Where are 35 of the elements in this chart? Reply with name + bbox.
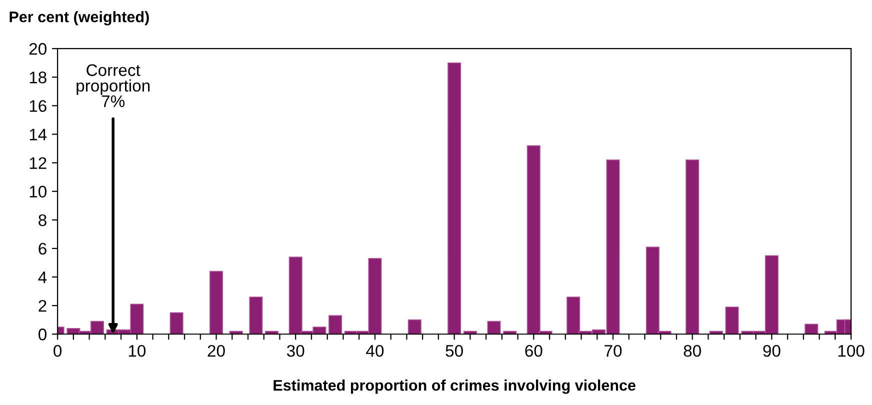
bar <box>209 270 224 334</box>
y-tick-label: 12 <box>30 157 46 169</box>
bar <box>249 296 263 334</box>
bar <box>487 320 501 334</box>
x-tick-label: 80 <box>684 344 701 357</box>
x-tick-label: 0 <box>54 344 62 357</box>
bar <box>804 324 818 334</box>
bar <box>328 315 342 334</box>
bar <box>408 319 422 334</box>
y-axis-title: Per cent (weighted) <box>10 11 149 26</box>
annotation: Correct proportion 7% <box>76 64 150 108</box>
x-tick-label: 60 <box>525 344 542 357</box>
x-tick-label: 90 <box>763 344 780 357</box>
x-tick-label: 20 <box>208 344 225 357</box>
x-tick-label: 40 <box>366 344 384 357</box>
bar <box>448 62 462 334</box>
y-tick-label: 20 <box>29 43 46 55</box>
bar <box>686 160 700 334</box>
y-tick-label: 18 <box>30 72 46 84</box>
x-tick-label: 10 <box>128 344 146 357</box>
y-tick-label: 4 <box>38 272 47 284</box>
bar <box>725 306 739 334</box>
y-tick-label: 2 <box>38 300 46 312</box>
y-tick-label: 14 <box>30 128 47 140</box>
y-tick-label: 10 <box>30 186 46 198</box>
y-tick-label: 0 <box>38 328 46 340</box>
bar <box>170 312 184 334</box>
x-tick-label: 70 <box>604 344 622 357</box>
y-tick-label: 6 <box>38 242 46 255</box>
x-tick-label: 100 <box>838 344 864 357</box>
x-axis-title: Estimated proportion of crimes involving violence <box>274 380 636 394</box>
x-tick-label: 50 <box>446 344 463 357</box>
y-tick-label: 16 <box>30 100 46 112</box>
x-tick-label: 30 <box>286 344 304 357</box>
y-tick-label: 8 <box>38 214 46 226</box>
